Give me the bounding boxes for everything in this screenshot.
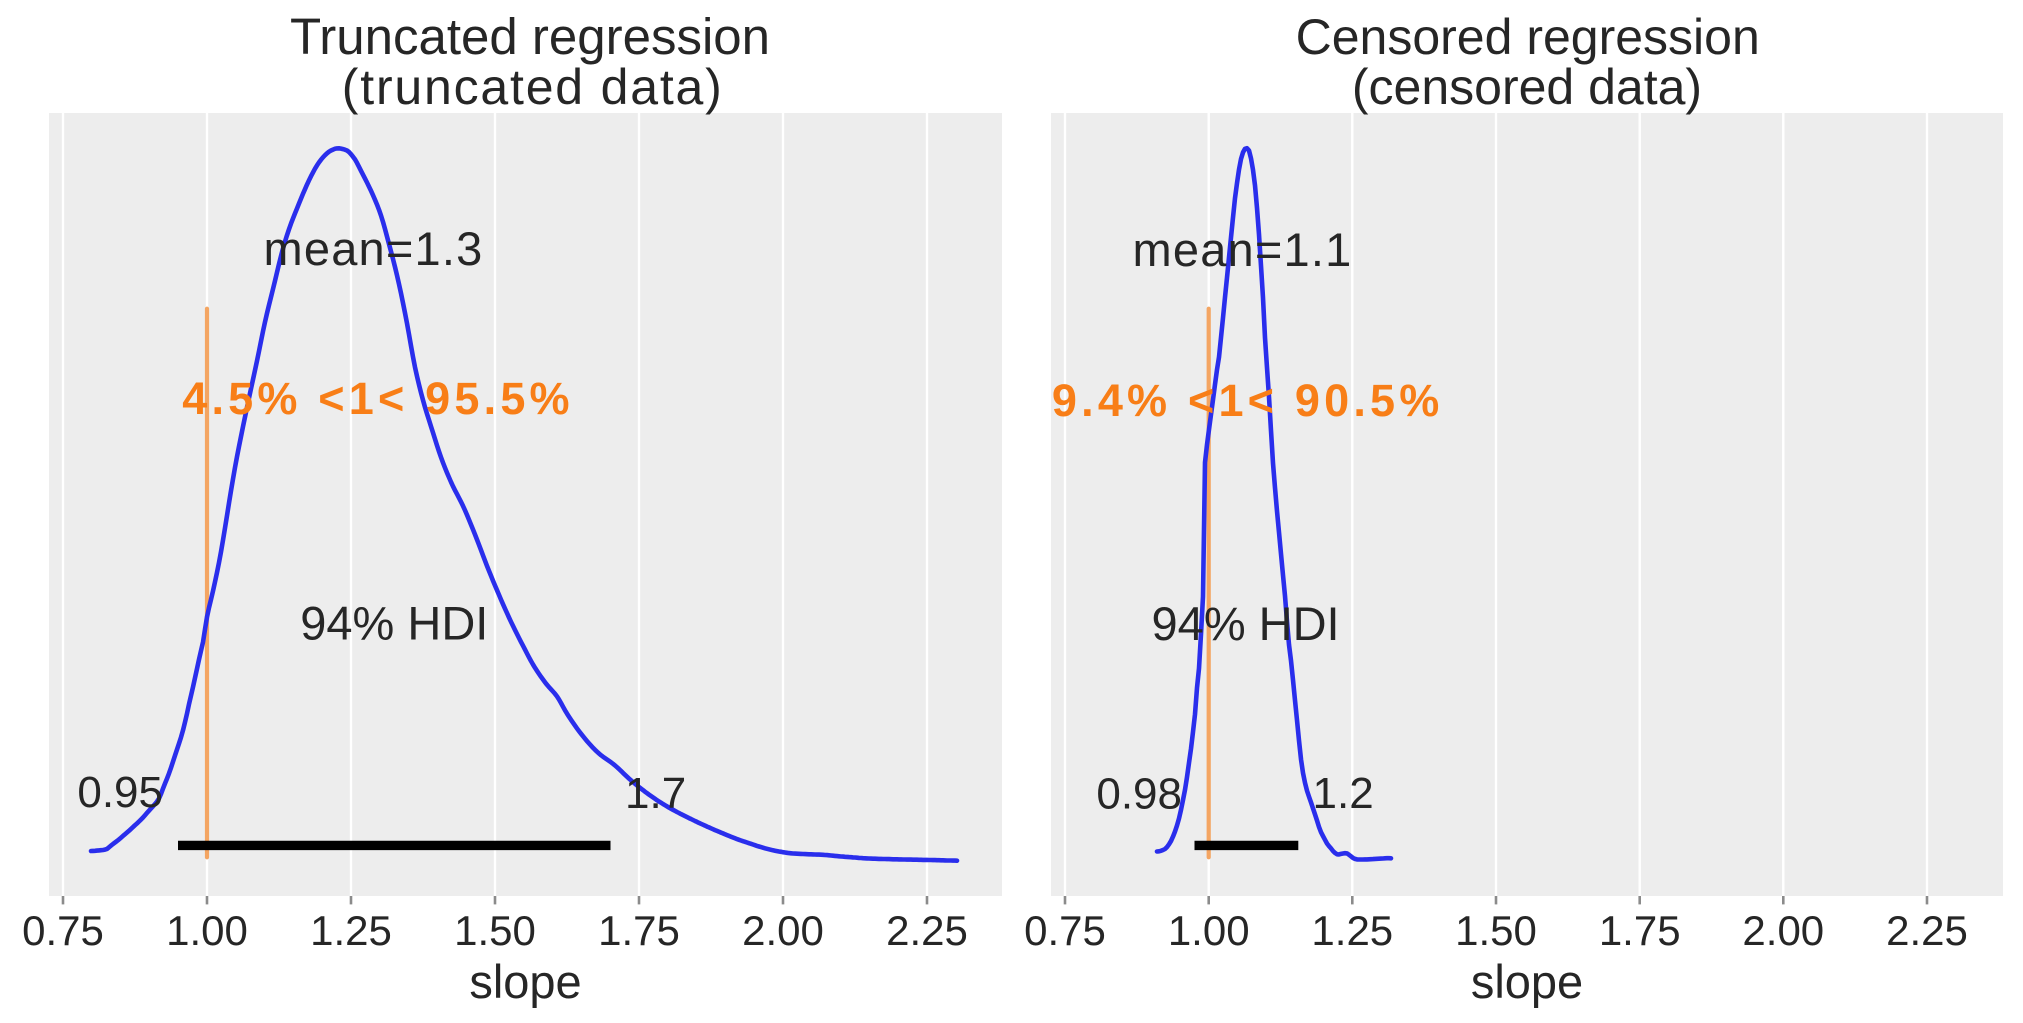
svg-text:mean=1.1: mean=1.1 — [1133, 223, 1353, 276]
svg-text:1.50: 1.50 — [1455, 907, 1537, 954]
svg-text:0.98: 0.98 — [1096, 770, 1182, 819]
svg-text:1.75: 1.75 — [598, 907, 680, 954]
svg-text:1.2: 1.2 — [1313, 769, 1374, 818]
svg-text:(truncated data): (truncated data) — [342, 59, 724, 115]
svg-text:4.5% <1< 95.5%: 4.5% <1< 95.5% — [182, 373, 574, 424]
svg-text:slope: slope — [469, 955, 581, 1008]
svg-text:0.75: 0.75 — [1024, 907, 1106, 954]
svg-text:1.00: 1.00 — [1168, 907, 1250, 954]
svg-text:1.00: 1.00 — [166, 907, 248, 954]
svg-text:2.00: 2.00 — [1742, 907, 1824, 954]
svg-text:1.50: 1.50 — [454, 907, 536, 954]
svg-text:1.7: 1.7 — [625, 769, 686, 818]
svg-text:1.25: 1.25 — [310, 907, 392, 954]
svg-text:2.25: 2.25 — [886, 907, 968, 954]
svg-text:2.25: 2.25 — [1886, 907, 1968, 954]
svg-text:94% HDI: 94% HDI — [1152, 597, 1340, 650]
svg-text:1.75: 1.75 — [1599, 907, 1681, 954]
svg-text:1.25: 1.25 — [1311, 907, 1393, 954]
svg-text:slope: slope — [1471, 955, 1583, 1008]
svg-text:2.00: 2.00 — [742, 907, 824, 954]
svg-text:94% HDI: 94% HDI — [300, 597, 488, 650]
svg-text:Truncated regression: Truncated regression — [290, 8, 770, 65]
svg-text:0.95: 0.95 — [77, 768, 163, 817]
svg-text:0.75: 0.75 — [22, 907, 104, 954]
svg-text:9.4% <1< 90.5%: 9.4% <1< 90.5% — [1052, 375, 1444, 426]
svg-text:Censored regression: Censored regression — [1296, 9, 1760, 65]
svg-text:(censored data): (censored data) — [1352, 59, 1702, 115]
svg-text:mean=1.3: mean=1.3 — [264, 222, 484, 275]
